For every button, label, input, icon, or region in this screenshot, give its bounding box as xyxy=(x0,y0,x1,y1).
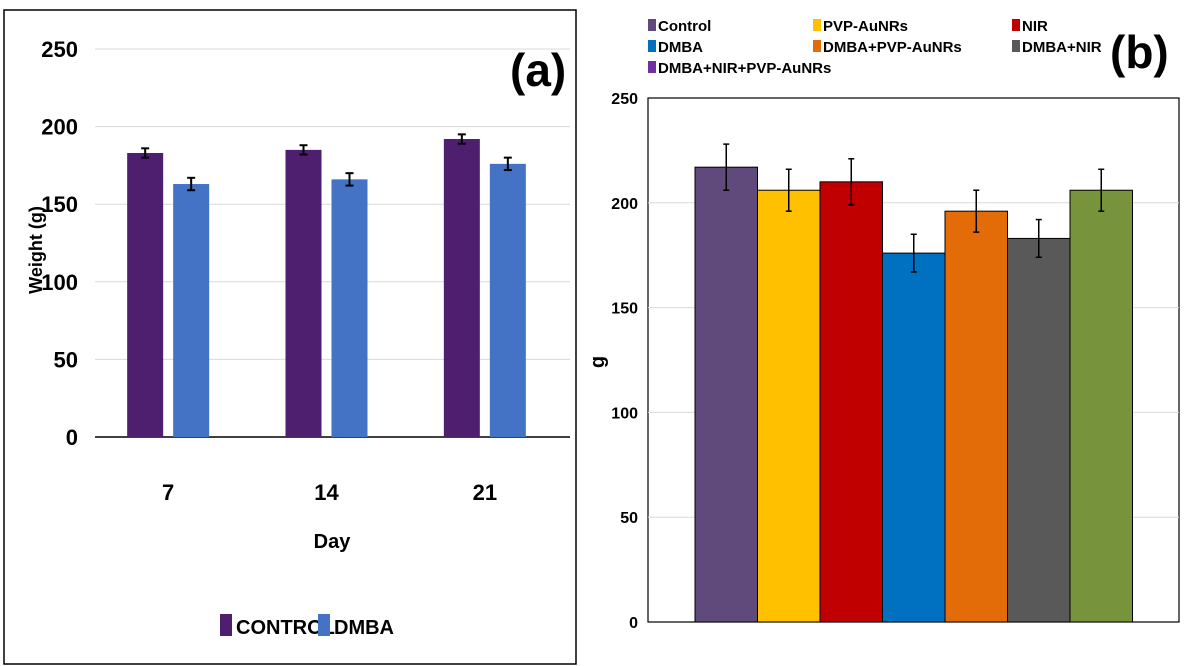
panel-b-legend-swatch xyxy=(648,19,656,31)
panel-b-y-tick-label: 0 xyxy=(629,615,638,632)
panel-b-legend-swatch xyxy=(648,61,656,73)
panel-b: Control PVP-AuNRs NIR DMBA DMBA+PVP-AuNRs DMB… xyxy=(587,18,1180,632)
panel-a-legend-label: CONTROL xyxy=(236,617,335,639)
panel-a-bar-dmba-day-14 xyxy=(331,179,368,438)
panel-a-bar-control-day-21 xyxy=(443,139,480,438)
panel-a-y-tick-labels: 0 50 100 150 200 250 xyxy=(41,37,78,450)
panel-b-bars xyxy=(694,166,1133,623)
panel-b-bar-dmba-nir xyxy=(1007,237,1071,623)
panel-b-legend-label: DMBA+PVP-AuNRs xyxy=(823,39,962,56)
panel-a-bar-control-day-7 xyxy=(127,152,164,437)
panel-b-legend-swatch xyxy=(1012,40,1020,52)
panel-b-legend-label: DMBA+NIR xyxy=(1022,39,1102,56)
panel-b-legend-label: Control xyxy=(658,18,711,35)
panel-a-bars xyxy=(127,139,526,438)
panel-a-legend: CONTROL DMBA xyxy=(220,614,394,639)
panel-a-legend-swatch xyxy=(220,614,232,636)
panel-a-x-axis-title: Day xyxy=(314,531,352,553)
panel-b-legend-swatch xyxy=(813,40,821,52)
panel-a-bar-dmba-day-21 xyxy=(489,163,526,437)
panel-b-legend: Control PVP-AuNRs NIR DMBA DMBA+PVP-AuNRs DMB… xyxy=(648,18,1102,77)
panel-b-bar-dmba-nir-pvp-aunrs xyxy=(1069,189,1133,623)
panel-b-y-tick-label: 200 xyxy=(611,196,638,213)
panel-b-y-tick-label: 250 xyxy=(611,91,638,108)
panel-b-legend-label: PVP-AuNRs xyxy=(823,18,908,35)
panel-b-y-tick-label: 150 xyxy=(611,301,638,318)
panel-b-legend-label: NIR xyxy=(1022,18,1048,35)
panel-a-y-tick-label: 150 xyxy=(41,192,78,217)
panel-a-y-axis-title: Weight (g) xyxy=(26,206,46,294)
panel-b-legend-swatch xyxy=(648,40,656,52)
panel-a-y-tick-label: 200 xyxy=(41,115,78,140)
panel-b-y-tick-labels: 0 50 100 150 200 250 xyxy=(611,91,638,632)
panel-b-y-axis-title: g xyxy=(587,356,609,368)
panel-a-y-tick-label: 100 xyxy=(41,270,78,295)
panel-a-x-tick-label: 14 xyxy=(314,480,339,505)
panel-b-bar-dmba xyxy=(882,252,946,623)
panel-b-legend-swatch xyxy=(813,19,821,31)
panel-a-y-tick-label: 250 xyxy=(41,37,78,62)
panel-b-label: (b) xyxy=(1110,26,1169,78)
panel-a-legend-swatch xyxy=(318,614,330,636)
panel-a-y-tick-label: 50 xyxy=(54,347,78,372)
panel-a-bar-control-day-14 xyxy=(285,149,322,437)
panel-b-bar-nir xyxy=(819,181,883,623)
panel-a-bar-dmba-day-7 xyxy=(173,184,210,437)
panel-a-x-tick-label: 21 xyxy=(473,480,497,505)
panel-a-error-bars xyxy=(141,133,512,192)
panel-a-label: (a) xyxy=(510,44,566,96)
panel-b-bar-dmba-pvp-aunrs xyxy=(944,210,1008,623)
panel-b-legend-label: DMBA+NIR+PVP-AuNRs xyxy=(658,60,831,77)
panel-a: 0 50 100 150 200 250 7 14 21 (a) Weight (g) Day… xyxy=(3,9,577,665)
panel-b-legend-swatch xyxy=(1012,19,1020,31)
panel-b-y-tick-label: 50 xyxy=(620,510,638,527)
panel-b-legend-label: DMBA xyxy=(658,39,703,56)
panel-b-error-bars xyxy=(723,143,1105,273)
panel-a-x-tick-labels: 7 14 21 xyxy=(162,480,497,505)
panel-b-bar-control xyxy=(694,166,758,623)
panel-a-legend-label: DMBA xyxy=(334,617,394,639)
panel-b-y-tick-label: 100 xyxy=(611,405,638,422)
panel-a-x-tick-label: 7 xyxy=(162,480,174,505)
panel-b-bar-pvp-aunrs xyxy=(757,189,821,623)
panel-a-y-tick-label: 0 xyxy=(66,425,78,450)
